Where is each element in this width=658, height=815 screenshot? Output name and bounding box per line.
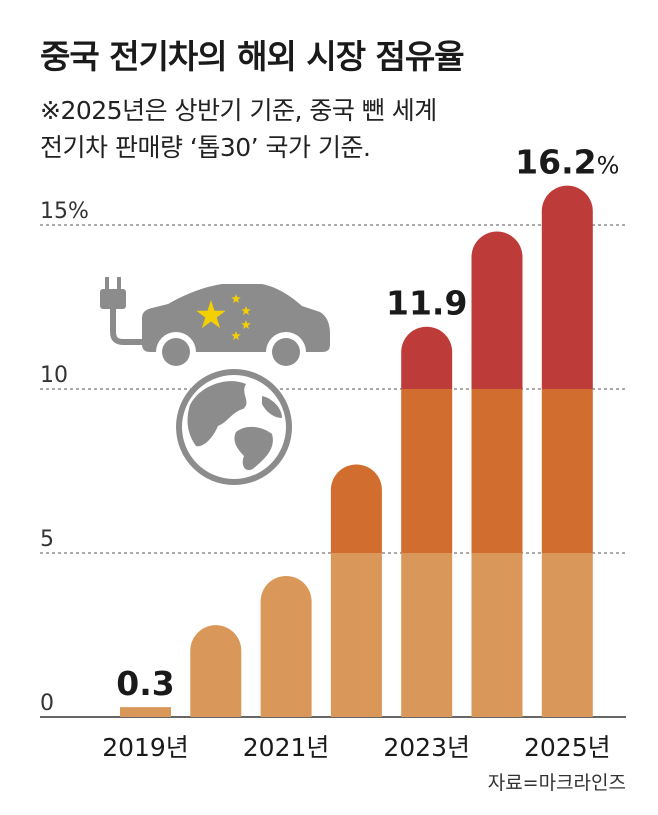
note-line-1: ※2025년은 상반기 기준, 중국 뺀 세계	[40, 96, 437, 125]
china-flag-stars	[196, 294, 251, 340]
bar-2022	[330, 464, 382, 717]
x-tick-label-2025: 2025년	[524, 733, 611, 762]
bar-2023	[401, 326, 453, 717]
bar-2025-band-0	[541, 553, 593, 717]
y-tick-label-10: 10	[40, 363, 68, 388]
bar-2023-band-1	[401, 389, 453, 553]
illustration	[100, 277, 330, 485]
bar-2024-band-1	[471, 389, 523, 553]
y-tick-label-0: 0	[40, 691, 54, 716]
bar-2024-band-2	[471, 231, 523, 389]
bar-2021-band-0	[260, 575, 312, 717]
x-tick-label-2021: 2021년	[243, 733, 330, 762]
plug-icon	[100, 277, 142, 345]
bar-2023-band-2	[401, 326, 453, 389]
data-label-2023: 11.9	[386, 284, 467, 323]
bar-2024-band-0	[471, 553, 523, 717]
labels: 0 5 10 15% 2019년 2021년 2023년 2025년 0.3 11.9 16.2%	[40, 143, 619, 762]
source-note: 자료=마크라인즈	[487, 772, 626, 794]
ev-car-icon	[142, 284, 330, 372]
bar-2024	[471, 231, 523, 717]
bar-2020	[190, 625, 242, 717]
note-line-2: 전기차 판매량 ‘톱30’ 국가 기준.	[40, 133, 371, 162]
bar-2019-band-0	[120, 707, 171, 717]
data-label-2025: 16.2%	[515, 143, 619, 182]
x-tick-label-2023: 2023년	[383, 733, 470, 762]
bar-2022-band-0	[330, 553, 382, 717]
globe-icon	[176, 369, 292, 485]
chart-title: 중국 전기차의 해외 시장 점유율	[40, 37, 465, 76]
bar-2020-band-0	[190, 625, 242, 717]
bar-2025	[541, 185, 593, 717]
x-tick-label-2019: 2019년	[102, 733, 189, 762]
bars	[120, 185, 593, 717]
bar-2023-band-0	[401, 553, 453, 717]
bar-2025-band-1	[541, 389, 593, 553]
bar-2025-band-2	[541, 185, 593, 389]
bar-2021	[260, 575, 312, 717]
bar-2019	[120, 707, 171, 717]
y-tick-label-15: 15%	[40, 199, 89, 224]
y-tick-label-5: 5	[40, 527, 54, 552]
data-label-unit: %	[597, 152, 620, 180]
bar-2022-band-1	[330, 464, 382, 553]
chart-note: ※2025년은 상반기 기준, 중국 뺀 세계 전기차 판매량 ‘톱30’ 국가…	[40, 92, 437, 166]
data-label-2019: 0.3	[116, 664, 174, 703]
